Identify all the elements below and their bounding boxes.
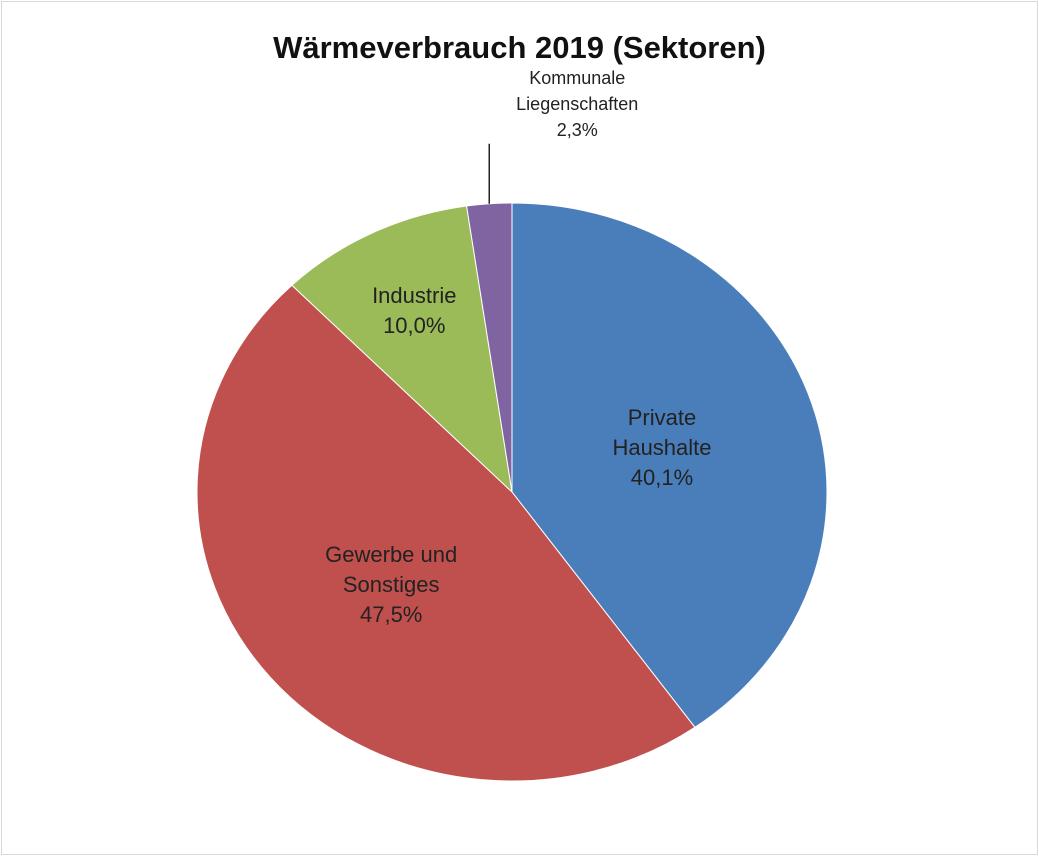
- value-label: 47,5%: [359, 601, 423, 627]
- category-label: Industrie: [372, 282, 457, 308]
- data-label: Gewerbe und Sonstiges 47,5%: [306, 540, 476, 630]
- value-label: 10,0%: [383, 312, 446, 338]
- chart-title: Wärmeverbrauch 2019 (Sektoren): [273, 30, 766, 65]
- pie-slice: [291, 205, 513, 494]
- pie-slice: [466, 202, 513, 493]
- data-label: Private Haushalte 40,1%: [577, 403, 747, 493]
- pie-slice: [196, 284, 696, 782]
- data-label: Industrie 10,0%: [329, 281, 499, 341]
- pie-slice: [511, 202, 828, 728]
- value-label: 2,3%: [556, 119, 598, 140]
- category-label: Private Haushalte: [612, 404, 712, 460]
- data-label: Kommunale Liegenschaften 2,3%: [502, 65, 652, 143]
- value-label: 40,1%: [630, 464, 694, 490]
- category-label: Kommunale Liegenschaften: [516, 67, 639, 114]
- category-label: Gewerbe und Sonstiges: [325, 541, 458, 597]
